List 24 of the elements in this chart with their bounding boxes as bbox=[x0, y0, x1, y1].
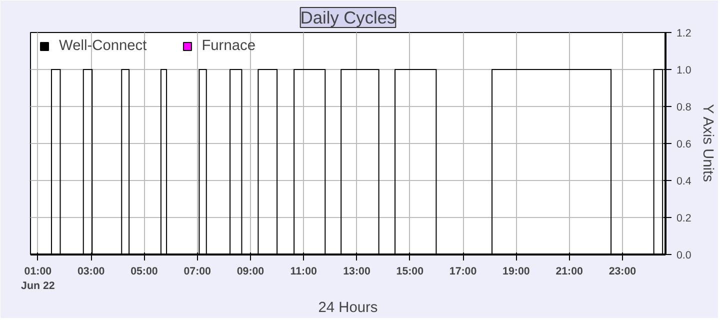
y-tick-label: 0.8 bbox=[676, 102, 692, 114]
x-tick-label: 07:00 bbox=[184, 266, 212, 278]
x-axis-title: 24 Hours bbox=[318, 300, 378, 316]
x-tick-label: 15:00 bbox=[396, 266, 424, 278]
x-tick-label: 03:00 bbox=[77, 266, 105, 278]
chart-title: Daily Cycles bbox=[300, 8, 396, 28]
y-axis-title: Y Axis Units bbox=[699, 104, 716, 182]
x-tick-label: 05:00 bbox=[130, 266, 158, 278]
x-tick-label: 19:00 bbox=[502, 266, 530, 278]
y-tick-label: 0.6 bbox=[676, 138, 692, 150]
y-tick-label: 1.0 bbox=[676, 64, 692, 76]
legend-label: Well-Connect bbox=[59, 38, 147, 54]
x-tick-label: 17:00 bbox=[449, 266, 477, 278]
legend-label: Furnace bbox=[202, 38, 256, 54]
y-tick-label: 0.2 bbox=[676, 212, 692, 224]
x-tick-label: 23:00 bbox=[608, 266, 636, 278]
x-tick-label: 11:00 bbox=[290, 266, 318, 278]
y-tick-label: 0.4 bbox=[676, 176, 692, 188]
x-tick-label: 01:00 Jun 22 bbox=[21, 266, 55, 292]
y-tick-label: 1.2 bbox=[676, 28, 692, 40]
y-tick-label: 0.0 bbox=[676, 250, 692, 262]
x-tick-label: 09:00 bbox=[236, 266, 264, 278]
x-tick-label: 13:00 bbox=[343, 266, 370, 278]
x-tick-label: 21:00 bbox=[556, 266, 584, 278]
